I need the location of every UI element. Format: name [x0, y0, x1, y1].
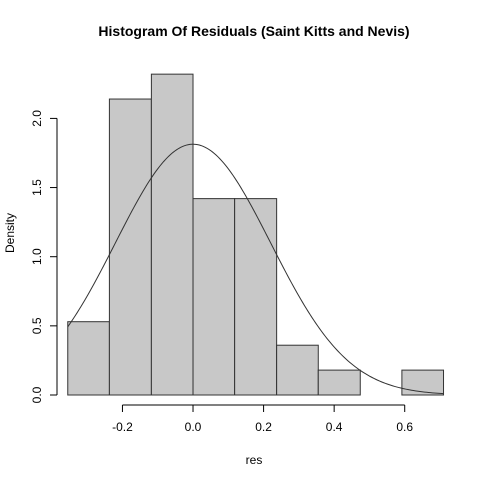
histogram-bar-1: [67, 321, 110, 396]
y-axis: 0.0 0.5 1.0 1.5 2.0: [30, 110, 58, 403]
x-tick-label: 0.0: [185, 420, 202, 434]
x-axis-label: res: [246, 453, 263, 467]
normal-density-curve: [67, 143, 444, 395]
histogram-bar-9: [401, 369, 445, 396]
x-tick-label: 0.2: [255, 420, 272, 434]
histogram-bar-5: [234, 198, 278, 396]
histogram-bars: [67, 73, 445, 396]
x-axis: -0.2 0.0 0.2 0.4 0.6: [112, 404, 413, 434]
chart-title: Histogram Of Residuals (Saint Kitts and …: [98, 23, 409, 39]
histogram-bar-4: [192, 198, 236, 396]
y-axis-label: Density: [3, 213, 17, 253]
x-tick-label: 0.6: [396, 420, 413, 434]
y-tick-label: 1.0: [30, 248, 44, 265]
histogram-bar-7: [317, 369, 361, 396]
x-tick-label: -0.2: [112, 420, 133, 434]
y-tick-label: 1.5: [30, 179, 44, 196]
y-tick-label: 0.0: [30, 386, 44, 403]
x-tick-label: 0.4: [326, 420, 343, 434]
y-tick-label: 2.0: [30, 110, 44, 127]
histogram-bar-2: [108, 98, 152, 396]
histogram-bar-3: [150, 73, 194, 396]
histogram-bar-6: [276, 344, 319, 396]
y-tick-label: 0.5: [30, 317, 44, 334]
